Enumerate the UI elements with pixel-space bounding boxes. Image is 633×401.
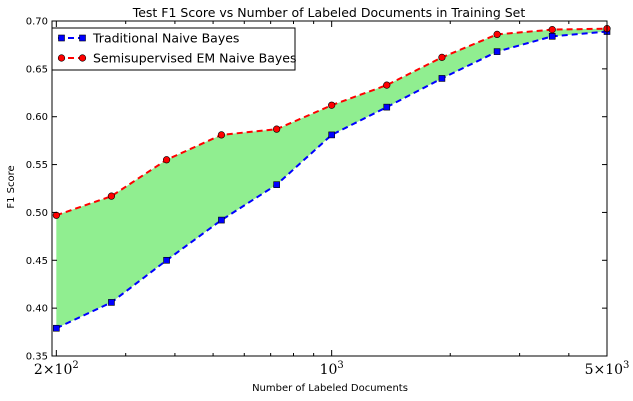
- data-point-circle: [328, 101, 336, 109]
- data-point-square: [108, 299, 115, 306]
- legend-label-traditional: Traditional Naive Bayes: [92, 31, 239, 46]
- data-point-square: [218, 216, 225, 224]
- legend: Traditional Naive Bayes Semisupervised E…: [51, 27, 297, 71]
- data-point-circle: [273, 125, 281, 133]
- y-tick-label: 0.60: [26, 112, 48, 123]
- data-point-square: [548, 33, 556, 40]
- x-tick-label: 2×102: [34, 360, 79, 378]
- x-axis-label: Number of Labeled Documents: [252, 383, 408, 394]
- legend-entry-semisupervised: Semisupervised EM Naive Bayes: [57, 51, 297, 66]
- fill-between-area: [56, 28, 608, 329]
- chart-title: Test F1 Score vs Number of Labeled Docum…: [132, 5, 526, 20]
- legend-frame: [51, 27, 296, 71]
- y-tick-label: 0.50: [26, 208, 48, 219]
- data-point-square: [438, 75, 446, 82]
- data-point-square: [163, 256, 170, 264]
- axis-ticks: 0.35 0.40 0.45 0.50 0.55 0.60 0.65 0.70 2×102 103…: [26, 17, 630, 379]
- data-point-square: [383, 103, 391, 111]
- legend-entry-traditional: Traditional Naive Bayes: [58, 31, 239, 46]
- data-point-circle: [107, 192, 116, 200]
- data-point-circle: [493, 30, 501, 39]
- legend-marker-circle: [78, 54, 87, 62]
- data-point-square: [53, 324, 60, 332]
- legend-marker-square: [79, 34, 86, 42]
- series-layer: [52, 25, 611, 332]
- data-point-circle: [383, 81, 391, 89]
- x-tick-label: 103: [320, 360, 344, 378]
- y-tick-label: 0.40: [26, 304, 48, 315]
- series-traditional: [53, 28, 611, 332]
- legend-marker-circle: [57, 54, 66, 62]
- y-tick-label: 0.45: [26, 256, 48, 267]
- x-tick-label: 5×103: [585, 360, 630, 378]
- y-tick-label: 0.35: [26, 352, 48, 363]
- data-point-circle: [52, 211, 60, 219]
- series-semisupervised: [52, 25, 611, 219]
- plot-frame: [51, 20, 608, 357]
- fill-between-polygon: [56, 28, 608, 329]
- y-tick-label: 0.55: [26, 160, 48, 171]
- data-point-square: [328, 131, 335, 139]
- y-axis-label: F1 Score: [6, 165, 17, 208]
- legend-label-semisupervised: Semisupervised EM Naive Bayes: [93, 51, 297, 66]
- y-tick-label: 0.65: [26, 64, 48, 75]
- data-point-circle: [548, 26, 556, 34]
- data-point-circle: [162, 156, 171, 164]
- data-point-circle: [438, 53, 446, 61]
- data-point-square: [493, 48, 501, 55]
- data-point-circle: [217, 131, 226, 139]
- y-tick-label: 0.70: [26, 17, 48, 28]
- series-line-traditional: [55, 30, 608, 330]
- data-point-square: [273, 181, 280, 188]
- legend-marker-square: [58, 34, 65, 42]
